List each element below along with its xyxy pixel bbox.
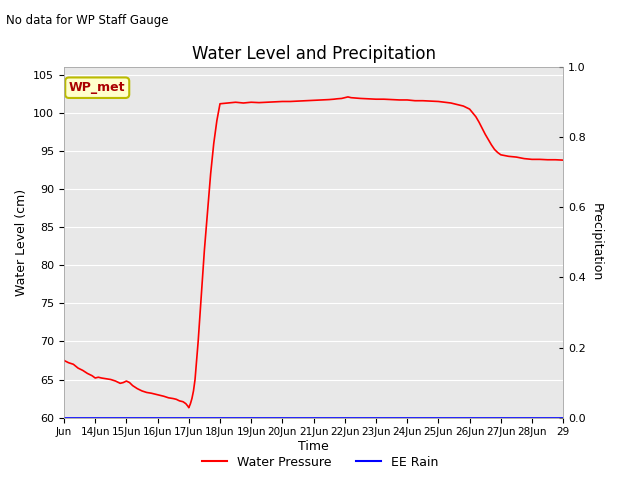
Text: WP_met: WP_met <box>69 81 125 94</box>
Y-axis label: Water Level (cm): Water Level (cm) <box>15 189 28 296</box>
Title: Water Level and Precipitation: Water Level and Precipitation <box>191 45 436 63</box>
Y-axis label: Precipitation: Precipitation <box>589 203 602 282</box>
X-axis label: Time: Time <box>298 440 329 453</box>
Legend: Water Pressure, EE Rain: Water Pressure, EE Rain <box>196 451 444 474</box>
Text: No data for WP Staff Gauge: No data for WP Staff Gauge <box>6 14 169 27</box>
